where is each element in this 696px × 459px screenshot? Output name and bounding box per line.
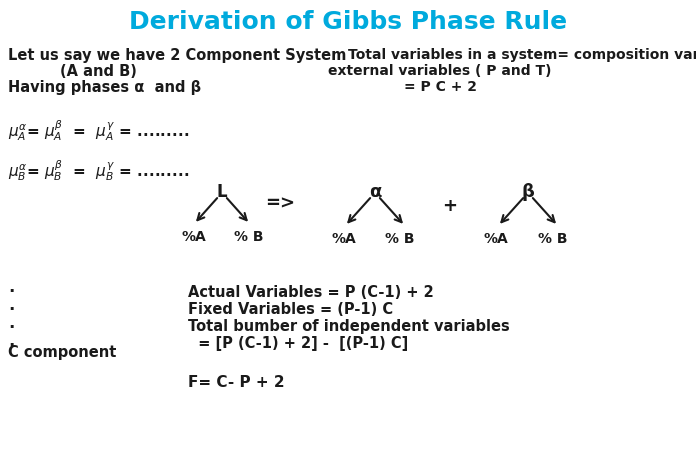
Text: $\mu_A^{\alpha}$= $\mu_A^{\beta}$  =  $\mu_A^{\gamma}$ = .........: $\mu_A^{\alpha}$= $\mu_A^{\beta}$ = $\mu…: [8, 118, 189, 142]
Text: %A: %A: [182, 230, 207, 243]
Text: $\mu_B^{\alpha}$= $\mu_B^{\beta}$  =  $\mu_B^{\gamma}$ = .........: $\mu_B^{\alpha}$= $\mu_B^{\beta}$ = $\mu…: [8, 157, 189, 182]
Text: external variables ( P and T): external variables ( P and T): [329, 64, 552, 78]
Text: .: .: [8, 277, 15, 295]
Text: Having phases α  and β: Having phases α and β: [8, 80, 201, 95]
Text: %A: %A: [331, 231, 356, 246]
Text: .: .: [8, 313, 15, 331]
Text: % B: % B: [234, 230, 264, 243]
Text: (A and B): (A and B): [60, 64, 137, 79]
Text: β: β: [521, 183, 535, 201]
Text: =>: =>: [265, 195, 295, 213]
Text: F= C- P + 2: F= C- P + 2: [188, 374, 285, 389]
Text: % B: % B: [385, 231, 415, 246]
Text: Total bumber of independent variables: Total bumber of independent variables: [188, 318, 509, 333]
Text: +: +: [443, 196, 457, 214]
Text: Derivation of Gibbs Phase Rule: Derivation of Gibbs Phase Rule: [129, 10, 567, 34]
Text: %A: %A: [484, 231, 509, 246]
Text: .: .: [8, 331, 15, 349]
Text: Actual Variables = P (C-1) + 2: Actual Variables = P (C-1) + 2: [188, 285, 434, 299]
Text: .: .: [8, 295, 15, 313]
Text: = [P (C-1) + 2] -  [(P-1) C]: = [P (C-1) + 2] - [(P-1) C]: [188, 335, 409, 350]
Text: Let us say we have 2 Component System: Let us say we have 2 Component System: [8, 48, 347, 63]
Text: = P C + 2: = P C + 2: [404, 80, 477, 94]
Text: % B: % B: [538, 231, 567, 246]
Text: Fixed Variables = (P-1) C: Fixed Variables = (P-1) C: [188, 302, 393, 316]
Text: α: α: [369, 183, 381, 201]
Text: L: L: [216, 183, 228, 201]
Text: C component: C component: [8, 344, 116, 359]
Text: Total variables in a system= composition variables +: Total variables in a system= composition…: [348, 48, 696, 62]
